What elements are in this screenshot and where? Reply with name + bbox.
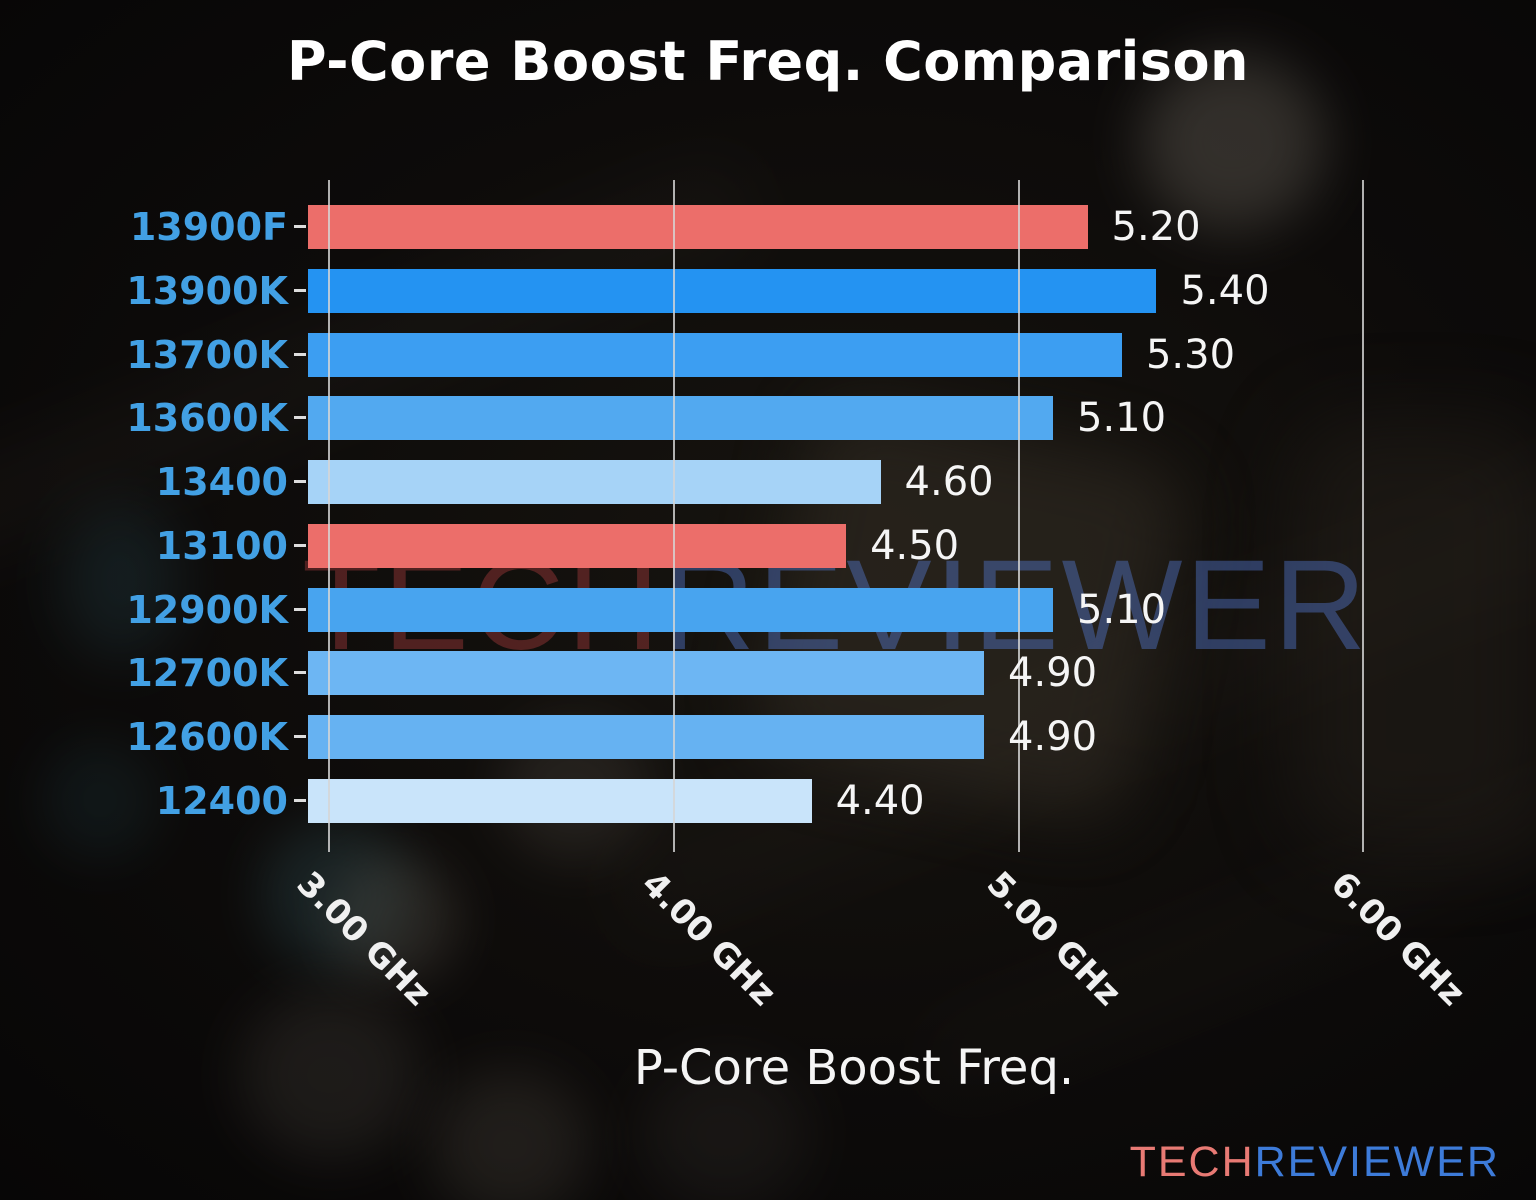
y-tick: [294, 352, 306, 356]
category-label: 12400: [155, 779, 288, 824]
x-gridline: [672, 180, 675, 852]
x-gridline: [1362, 180, 1365, 852]
bar: [308, 268, 1157, 313]
value-label: 5.20: [1111, 204, 1201, 250]
value-label: 4.40: [835, 778, 925, 825]
category-label: 13900F: [129, 205, 288, 249]
bar: [308, 523, 847, 568]
value-label: 4.90: [1008, 650, 1098, 697]
y-tick: [294, 799, 306, 803]
y-tick: [294, 735, 306, 739]
category-label: 12600K: [126, 715, 288, 760]
bar: [308, 587, 1054, 632]
bar: [308, 715, 985, 760]
x-gridline: [327, 180, 330, 852]
bar: [308, 332, 1122, 377]
x-tick-label: 3.00 GHz: [288, 864, 439, 1014]
y-tick: [294, 607, 306, 611]
category-label: 13700K: [126, 332, 288, 377]
value-label: 5.10: [1077, 586, 1167, 633]
y-tick: [294, 288, 306, 292]
category-label: 12900K: [126, 587, 288, 632]
y-tick: [294, 225, 306, 228]
bar: [308, 651, 985, 696]
value-label: 5.10: [1077, 395, 1167, 442]
category-label: 13100: [155, 523, 288, 568]
category-label: 13900K: [126, 268, 288, 313]
y-tick: [294, 671, 306, 675]
value-label: 4.50: [870, 522, 960, 569]
bar: [308, 396, 1054, 441]
x-tick-label: 6.00 GHz: [1323, 864, 1473, 1014]
bar: [308, 460, 881, 505]
value-label: 5.30: [1145, 331, 1236, 378]
chart-title: P-Core Boost Freq. Comparison: [286, 30, 1249, 93]
value-label: 4.60: [904, 459, 994, 506]
x-tick-label: 4.00 GHz: [633, 864, 784, 1014]
category-label: 13600K: [126, 396, 288, 441]
y-tick: [294, 543, 306, 547]
category-label: 12700K: [126, 651, 288, 696]
value-label: 4.90: [1008, 714, 1098, 761]
techreviewer-logo: TECHREVIEWER: [1130, 1138, 1500, 1187]
y-tick: [294, 480, 306, 484]
logo-reviewer-text: REVIEWER: [1254, 1138, 1500, 1186]
logo-tech-text: TECH: [1129, 1138, 1255, 1186]
value-label: 5.40: [1180, 267, 1270, 314]
x-axis-label: P-Core Boost Freq.: [633, 1040, 1075, 1096]
bar: [308, 205, 1088, 249]
y-tick: [294, 416, 306, 420]
category-label: 13400: [155, 460, 288, 505]
bar: [308, 779, 812, 824]
x-tick-label: 5.00 GHz: [978, 864, 1129, 1014]
